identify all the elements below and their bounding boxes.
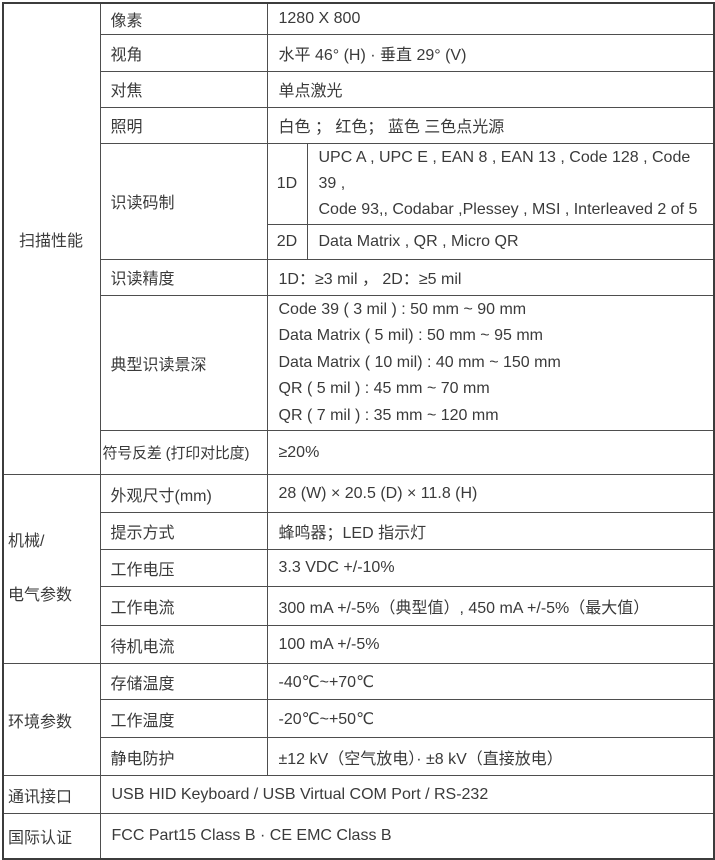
param-label-pixels: 像素 (99, 2, 268, 35)
param-label-symbologies: 识读码制 (99, 142, 268, 260)
param-value-esd: ±12 kV（空气放电）· ±8 kV（直接放电） (266, 737, 715, 776)
param-value-symbologies-2d: Data Matrix , QR , Micro QR (306, 223, 715, 260)
row-standby-current: 待机电流 100 mA +/-5% (3, 625, 715, 664)
param-value-indication: 蜂鸣器；LED 指示灯 (266, 512, 715, 550)
row-symbologies-2d: 2D Data Matrix , QR , Micro QR (3, 223, 715, 260)
param-label-esd: 静电防护 (99, 737, 268, 776)
text-line: Data Matrix ( 5 mil) : 50 mm ~ 95 mm (278, 327, 544, 344)
param-value-view-angle: 水平 46° (H) · 垂直 29° (V) (266, 33, 715, 72)
param-value-depth-of-field: Code 39 ( 3 mil ) : 50 mm ~ 90 mm Data M… (266, 294, 715, 431)
value-international-certification: FCC Part15 Class B · CE EMC Class B (99, 813, 715, 859)
param-value-symbologies-1d: UPC A , UPC E , EAN 8 , EAN 13 , Code 12… (306, 142, 715, 225)
param-value-contrast: ≥20% (266, 430, 715, 475)
row-voltage: 工作电压 3.3 VDC +/-10% (3, 549, 715, 587)
row-esd: 静电防护 ±12 kV（空气放电）· ±8 kV（直接放电） (3, 737, 715, 776)
row-pixels: 扫描性能 像素 1280 X 800 (2, 2, 715, 475)
text-line: Code 39 ( 3 mil ) : 50 mm ~ 90 mm (278, 300, 527, 318)
symbology-key-1d: 1D (266, 142, 308, 225)
row-depth-of-field: 典型识读景深 Code 39 ( 3 mil ) : 50 mm ~ 90 mm… (3, 294, 715, 431)
text-line: 机械/ (8, 533, 45, 550)
category-mechanical-electrical: 机械/ 电气参数 (2, 474, 101, 664)
category-international-certification: 国际认证 (2, 813, 101, 859)
row-focus: 对焦 单点激光 (3, 70, 715, 108)
row-certification: 国际认证 FCC Part15 Class B · CE EMC Class B (2, 813, 715, 859)
param-label-indication: 提示方式 (99, 512, 268, 550)
param-label-illumination: 照明 (99, 106, 268, 144)
text-line: QR ( 5 mil ) : 45 mm ~ 70 mm (278, 380, 490, 397)
symbologies-1d-lines: UPC A , UPC E , EAN 8 , EAN 13 , Code 12… (319, 145, 710, 223)
param-label-operating-current: 工作电流 (99, 586, 268, 626)
param-value-dimensions: 28 (W) × 20.5 (D) × 11.8 (H) (266, 474, 715, 513)
depth-of-field-lines: Code 39 ( 3 mil ) : 50 mm ~ 90 mm Data M… (279, 297, 710, 430)
param-value-voltage: 3.3 VDC +/-10% (266, 549, 715, 587)
param-value-storage-temp: -40℃~+70℃ (266, 663, 715, 700)
row-indication: 提示方式 蜂鸣器；LED 指示灯 (3, 512, 715, 550)
param-value-pixels: 1280 X 800 (266, 2, 715, 35)
row-illumination: 照明 白色 ； 红色； 蓝色 三色点光源 (3, 106, 715, 144)
param-label-focus: 对焦 (99, 70, 268, 108)
param-label-standby-current: 待机电流 (99, 625, 268, 664)
param-label-contrast: 符号反差 (打印对比度) (99, 430, 268, 475)
row-interface: 通讯接口 USB HID Keyboard / USB Virtual COM … (2, 775, 715, 814)
param-label-voltage: 工作电压 (99, 549, 268, 587)
param-value-operating-temp: -20℃~+50℃ (266, 699, 715, 738)
row-symbologies-1d: 识读码制 1D UPC A , UPC E , EAN 8 , EAN 13 ,… (3, 142, 715, 260)
param-value-precision: 1D：≥3 mil ， 2D：≥5 mil (266, 258, 715, 296)
category-mechanical-electrical-lines: 机械/ 电气参数 (8, 515, 99, 623)
category-communication-interface: 通讯接口 (2, 775, 101, 814)
param-label-view-angle: 视角 (99, 33, 268, 72)
category-environment: 环境参数 (2, 663, 101, 776)
row-contrast: 符号反差 (打印对比度) ≥20% (3, 430, 715, 475)
param-label-storage-temp: 存储温度 (99, 663, 268, 700)
symbology-key-2d: 2D (266, 223, 308, 260)
text-line: Code 93,, Codabar ,Plessey , MSI , Inter… (318, 200, 698, 218)
row-operating-current: 工作电流 300 mA +/-5%（典型值）, 450 mA +/-5%（最大值… (3, 586, 715, 626)
param-label-dimensions: 外观尺寸(mm) (99, 474, 268, 513)
row-dimensions: 机械/ 电气参数 外观尺寸(mm) 28 (W) × 20.5 (D) × 11… (2, 474, 715, 664)
param-value-illumination: 白色 ； 红色； 蓝色 三色点光源 (266, 106, 715, 144)
text-line: QR ( 7 mil ) : 35 mm ~ 120 mm (278, 406, 499, 424)
param-value-operating-current: 300 mA +/-5%（典型值）, 450 mA +/-5%（最大值） (266, 586, 715, 626)
text-line: UPC A , UPC E , EAN 8 , EAN 13 , Code 12… (318, 148, 691, 192)
param-label-precision: 识读精度 (99, 258, 268, 296)
param-value-focus: 单点激光 (266, 70, 715, 108)
value-communication-interface: USB HID Keyboard / USB Virtual COM Port … (99, 775, 715, 814)
category-scan-performance: 扫描性能 (2, 2, 101, 475)
param-label-operating-temp: 工作温度 (99, 699, 268, 738)
text-line: Data Matrix ( 10 mil) : 40 mm ~ 150 mm (278, 353, 561, 371)
row-precision: 识读精度 1D：≥3 mil ， 2D：≥5 mil (3, 258, 715, 296)
row-operating-temp: 工作温度 -20℃~+50℃ (3, 699, 715, 738)
text-line: 电气参数 (8, 587, 73, 604)
row-view-angle: 视角 水平 46° (H) · 垂直 29° (V) (3, 33, 715, 72)
row-storage-temp: 环境参数 存储温度 -40℃~+70℃ (2, 663, 715, 776)
param-label-depth-of-field: 典型识读景深 (99, 294, 268, 431)
param-value-standby-current: 100 mA +/-5% (266, 625, 715, 664)
